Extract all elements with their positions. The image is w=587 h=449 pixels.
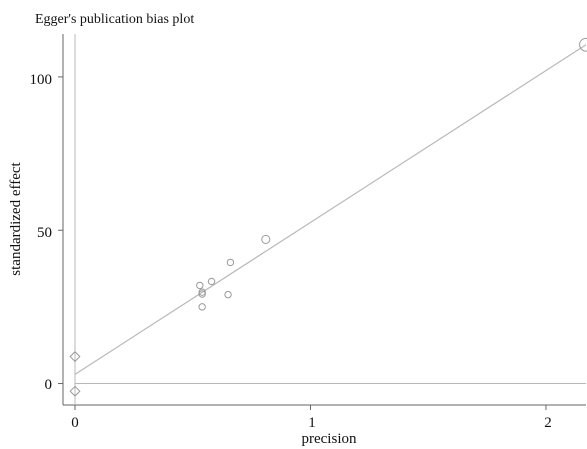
study-point-6 — [226, 258, 235, 267]
study-point-8 — [261, 234, 271, 244]
y-tick-label-0: 0 — [45, 377, 53, 393]
egger-regression-line — [74, 44, 587, 375]
x-axis-label: precision — [302, 431, 357, 447]
study-point-1 — [196, 281, 204, 290]
study-point-5 — [207, 277, 216, 286]
y-tick-label-50: 50 — [37, 225, 52, 241]
study-point-9 — [579, 37, 587, 52]
chart-title: Egger's publication bias plot — [35, 12, 194, 27]
y-axis-label: standardized effect — [8, 161, 24, 275]
chart-structure-layer — [58, 34, 586, 410]
study-point-3 — [198, 290, 206, 298]
intercept-ci-upper-diamond — [69, 351, 81, 363]
y-tick-label-100: 100 — [30, 72, 53, 88]
study-point-7 — [224, 290, 232, 299]
x-tick-label-1: 1 — [308, 415, 316, 431]
x-tick-label-0: 0 — [71, 415, 79, 431]
x-tick-label-2: 2 — [544, 415, 552, 431]
intercept-ci-lower-diamond — [69, 385, 81, 397]
chart-marks-layer — [69, 34, 587, 405]
study-point-4 — [198, 303, 206, 311]
